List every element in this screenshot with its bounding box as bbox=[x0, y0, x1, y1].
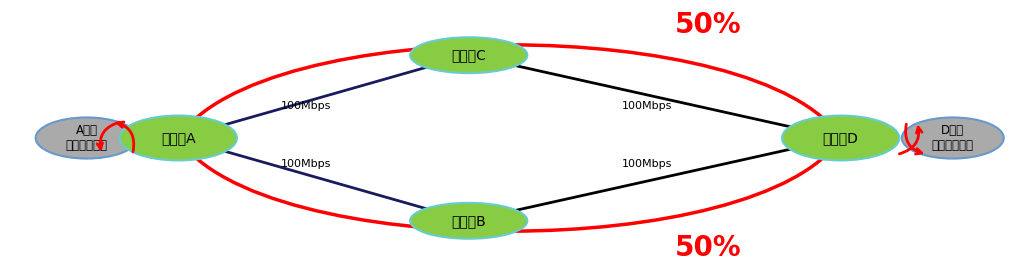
Text: 100Mbps: 100Mbps bbox=[622, 101, 673, 111]
Ellipse shape bbox=[119, 116, 236, 160]
Text: 100Mbps: 100Mbps bbox=[280, 101, 331, 111]
Text: D支社
ネットワーク: D支社 ネットワーク bbox=[931, 124, 974, 152]
Text: ルータC: ルータC bbox=[451, 48, 486, 62]
Text: A支社
ネットワーク: A支社 ネットワーク bbox=[65, 124, 108, 152]
Text: ルータD: ルータD bbox=[822, 131, 859, 145]
Ellipse shape bbox=[410, 37, 528, 73]
Text: ルータA: ルータA bbox=[161, 131, 196, 145]
Ellipse shape bbox=[410, 203, 528, 239]
Ellipse shape bbox=[36, 118, 138, 158]
Ellipse shape bbox=[902, 118, 1004, 158]
Text: 100Mbps: 100Mbps bbox=[280, 159, 331, 169]
Text: 50%: 50% bbox=[675, 234, 742, 262]
Text: 100Mbps: 100Mbps bbox=[622, 159, 673, 169]
Ellipse shape bbox=[783, 116, 899, 160]
Text: ルータB: ルータB bbox=[451, 214, 486, 228]
Text: 50%: 50% bbox=[675, 11, 742, 39]
